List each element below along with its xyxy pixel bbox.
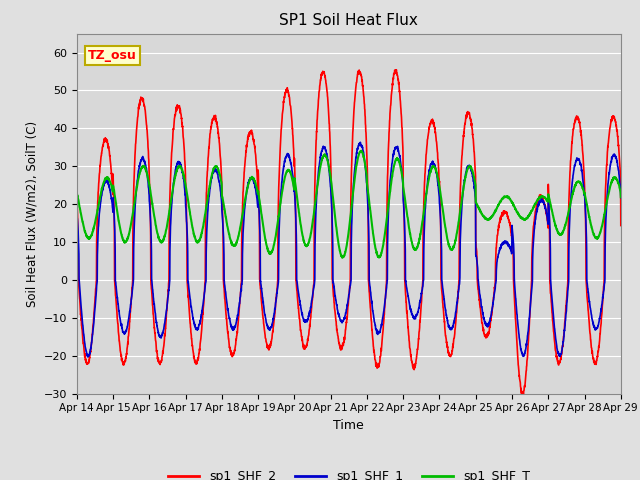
sp1_SHF_T bbox=[96, 196, 104, 202]
sp1_SHF_1 bbox=[473, 254, 481, 260]
sp1_SHF_2 bbox=[300, 346, 307, 351]
sp1_SHF_T bbox=[339, 255, 346, 261]
Text: TZ_osu: TZ_osu bbox=[88, 49, 136, 62]
sp1_SHF_T bbox=[578, 184, 586, 190]
sp1_SHF_2 bbox=[96, 169, 104, 175]
sp1_SHF_1 bbox=[291, 203, 299, 209]
Line: sp1_SHF_2: sp1_SHF_2 bbox=[77, 70, 621, 396]
sp1_SHF_T bbox=[73, 190, 81, 195]
sp1_SHF_T bbox=[617, 194, 625, 200]
sp1_SHF_T bbox=[473, 201, 481, 206]
Line: sp1_SHF_1: sp1_SHF_1 bbox=[77, 142, 621, 357]
sp1_SHF_1 bbox=[96, 206, 104, 212]
sp1_SHF_2 bbox=[306, 326, 314, 332]
sp1_SHF_2 bbox=[291, 185, 299, 191]
Legend: sp1_SHF_2, sp1_SHF_1, sp1_SHF_T: sp1_SHF_2, sp1_SHF_1, sp1_SHF_T bbox=[163, 465, 535, 480]
sp1_SHF_1 bbox=[73, 212, 81, 217]
sp1_SHF_2 bbox=[617, 223, 625, 228]
Title: SP1 Soil Heat Flux: SP1 Soil Heat Flux bbox=[280, 13, 418, 28]
sp1_SHF_2 bbox=[578, 142, 586, 148]
sp1_SHF_2 bbox=[392, 67, 400, 72]
sp1_SHF_1 bbox=[300, 318, 308, 324]
sp1_SHF_1 bbox=[617, 195, 625, 201]
sp1_SHF_1 bbox=[356, 139, 364, 145]
sp1_SHF_2 bbox=[73, 193, 81, 199]
sp1_SHF_T bbox=[357, 148, 365, 154]
sp1_SHF_T bbox=[306, 237, 314, 243]
sp1_SHF_1 bbox=[84, 354, 92, 360]
sp1_SHF_T bbox=[291, 180, 299, 186]
sp1_SHF_2 bbox=[472, 245, 480, 251]
Line: sp1_SHF_T: sp1_SHF_T bbox=[77, 151, 621, 258]
sp1_SHF_1 bbox=[578, 169, 586, 175]
sp1_SHF_2 bbox=[519, 394, 527, 399]
sp1_SHF_T bbox=[300, 238, 307, 244]
Y-axis label: Soil Heat Flux (W/m2), SoilT (C): Soil Heat Flux (W/m2), SoilT (C) bbox=[25, 120, 38, 307]
sp1_SHF_1 bbox=[306, 310, 314, 316]
X-axis label: Time: Time bbox=[333, 419, 364, 432]
